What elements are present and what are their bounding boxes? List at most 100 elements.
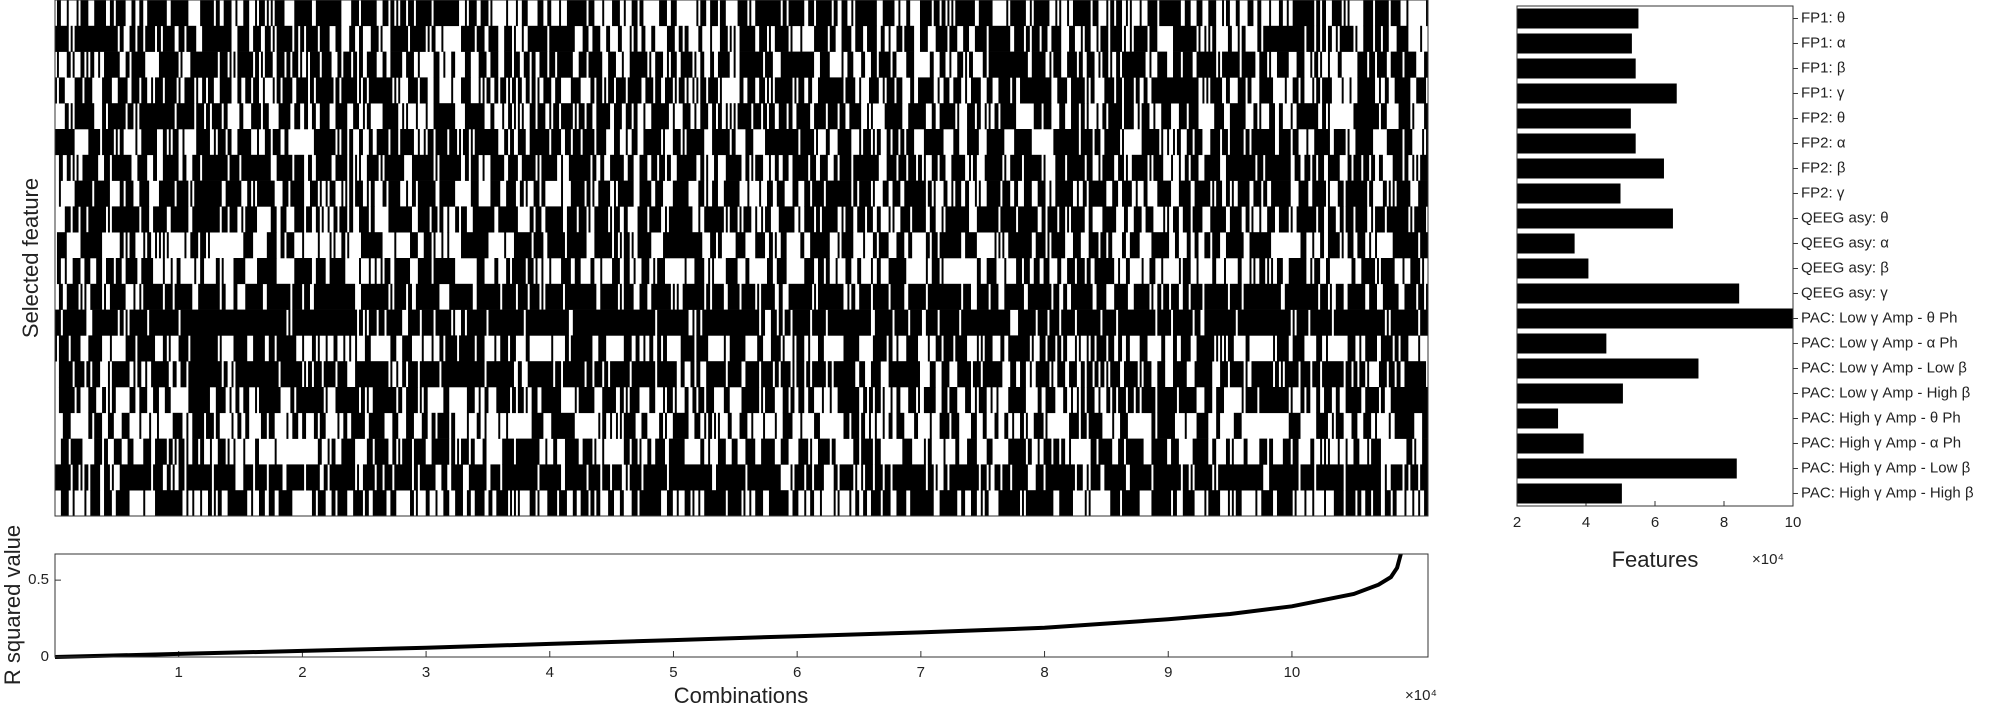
- matrix-cell: [215, 412, 220, 439]
- matrix-cell: [580, 490, 589, 517]
- matrix-cell: [280, 361, 303, 388]
- matrix-cell: [570, 335, 593, 362]
- matrix-cell: [729, 335, 746, 362]
- matrix-cell: [1084, 25, 1091, 52]
- matrix-cell: [474, 490, 485, 517]
- matrix-cell: [666, 387, 673, 414]
- matrix-cell: [425, 103, 428, 130]
- matrix-cell: [1233, 412, 1242, 439]
- matrix-cell: [470, 180, 479, 207]
- matrix-cell: [1324, 490, 1327, 517]
- matrix-cell: [1080, 129, 1093, 156]
- matrix-cell: [1102, 103, 1107, 130]
- matrix-cell: [555, 361, 562, 388]
- matrix-cell: [1353, 103, 1379, 130]
- matrix-cell: [1004, 412, 1009, 439]
- matrix-cell: [55, 464, 71, 491]
- matrix-cell: [602, 412, 607, 439]
- matrix-cell: [1357, 490, 1362, 517]
- matrix-cell: [396, 361, 399, 388]
- matrix-cell: [712, 283, 724, 310]
- matrix-cell: [1269, 438, 1274, 465]
- matrix-cell: [976, 335, 979, 362]
- matrix-cell: [1349, 77, 1352, 104]
- matrix-cell: [739, 25, 756, 52]
- matrix-cell: [421, 335, 424, 362]
- matrix-cell: [649, 387, 656, 414]
- matrix-cell: [1125, 0, 1128, 27]
- matrix-cell: [1033, 103, 1042, 130]
- matrix-cell: [66, 283, 79, 310]
- matrix-cell: [349, 335, 352, 362]
- matrix-cell: [419, 361, 440, 388]
- matrix-cell: [1388, 180, 1391, 207]
- matrix-cell: [1402, 258, 1405, 285]
- matrix-cell: [1426, 0, 1428, 27]
- matrix-cell: [888, 361, 920, 388]
- matrix-cell: [515, 0, 518, 27]
- matrix-cell: [1020, 412, 1024, 439]
- matrix-cell: [1367, 438, 1370, 465]
- matrix-cell: [1127, 387, 1134, 414]
- matrix-cell: [1069, 438, 1072, 465]
- matrix-cell: [355, 180, 363, 207]
- bar: [1517, 108, 1631, 129]
- matrix-cell: [333, 232, 336, 259]
- matrix-cell: [145, 25, 156, 52]
- matrix-cell: [904, 180, 926, 207]
- matrix-cell: [925, 232, 930, 259]
- matrix-cell: [461, 77, 471, 104]
- matrix-cell: [810, 438, 813, 465]
- matrix-cell: [1125, 154, 1128, 181]
- matrix-cell: [62, 412, 71, 439]
- matrix-cell: [998, 232, 1001, 259]
- matrix-cell: [1194, 232, 1199, 259]
- matrix-cell: [64, 103, 69, 130]
- matrix-cell: [1133, 283, 1150, 310]
- matrix-cell: [837, 129, 852, 156]
- matrix-cell: [1135, 77, 1140, 104]
- matrix-cell: [596, 77, 603, 104]
- matrix-cell: [1106, 387, 1111, 414]
- matrix-cell: [92, 361, 101, 388]
- matrix-cell: [453, 309, 456, 336]
- matrix-cell: [776, 258, 787, 285]
- matrix-cell: [766, 258, 773, 285]
- matrix-cell: [1386, 206, 1409, 233]
- matrix-cell: [119, 309, 124, 336]
- matrix-cell: [1161, 129, 1164, 156]
- matrix-cell: [747, 77, 756, 104]
- matrix-cell: [349, 180, 354, 207]
- matrix-cell: [672, 129, 681, 156]
- matrix-cell: [1194, 309, 1201, 336]
- matrix-cell: [62, 309, 87, 336]
- matrix-cell: [1182, 51, 1193, 78]
- matrix-cell: [1418, 335, 1421, 362]
- matrix-cell: [1173, 335, 1177, 362]
- matrix-cell: [421, 412, 428, 439]
- matrix-cell: [155, 490, 183, 517]
- matrix-cell: [1414, 206, 1427, 233]
- matrix-cell: [525, 335, 530, 362]
- matrix-cell: [390, 361, 393, 388]
- matrix-cell: [1422, 412, 1428, 439]
- matrix-cell: [1357, 77, 1376, 104]
- matrix-cell: [988, 51, 1028, 78]
- category-label: PAC: High γ Amp - Low β: [1801, 459, 1971, 476]
- matrix-cell: [902, 438, 913, 465]
- matrix-cell: [812, 361, 826, 388]
- matrix-cell: [1196, 258, 1199, 285]
- matrix-cell: [694, 51, 697, 78]
- matrix-cell: [535, 206, 542, 233]
- matrix-cell: [233, 283, 238, 310]
- matrix-cell: [1055, 154, 1066, 181]
- matrix-cell: [541, 154, 558, 181]
- matrix-cell: [72, 258, 81, 285]
- matrix-cell: [851, 283, 856, 310]
- matrix-cell: [1053, 51, 1062, 78]
- matrix-cell: [260, 51, 263, 78]
- matrix-cell: [1178, 387, 1197, 414]
- matrix-cell: [768, 490, 789, 517]
- matrix-cell: [243, 232, 254, 259]
- matrix-cell: [1125, 438, 1144, 465]
